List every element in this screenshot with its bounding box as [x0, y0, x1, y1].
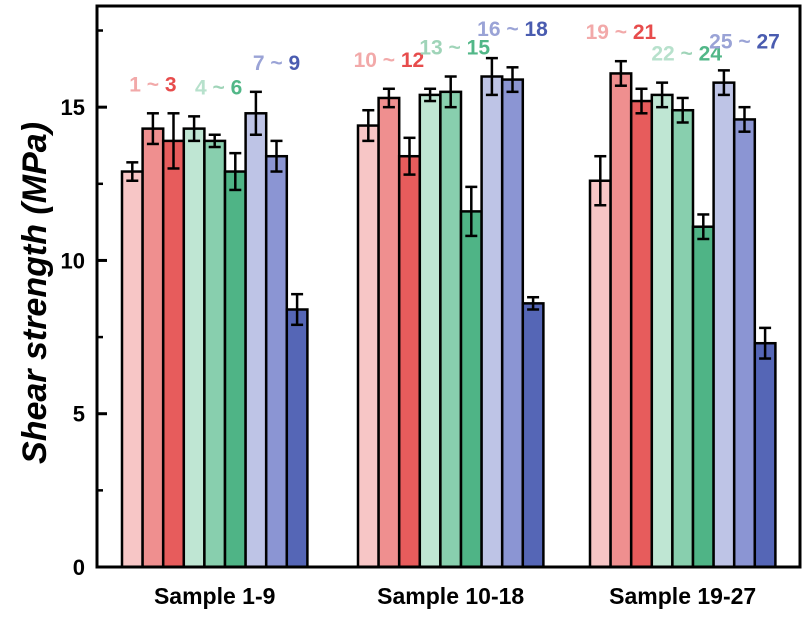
- range-label-part: 22: [651, 43, 674, 66]
- range-label-part: 15: [467, 37, 491, 60]
- range-label-part: 27: [756, 30, 779, 53]
- bar: [377, 96, 401, 569]
- plot-frame: [95, 4, 802, 569]
- bar: [141, 127, 165, 569]
- bar: [459, 210, 483, 569]
- bar: [439, 90, 463, 569]
- y-tick-label: 5: [73, 402, 85, 427]
- group-range-label: 19 ~ 21: [586, 21, 657, 44]
- group-range-label: 7 ~ 9: [253, 52, 300, 75]
- bar: [629, 99, 654, 569]
- x-category-label: Sample 10-18: [377, 583, 524, 609]
- x-axis: Sample 1-9 Sample 10-18 Sample 19-27: [154, 583, 756, 609]
- range-label-part: 18: [524, 18, 548, 41]
- bar: [521, 302, 545, 569]
- bar: [609, 72, 633, 569]
- x-category-label: Sample 1-9: [154, 583, 275, 609]
- x-category-label: Sample 19-27: [609, 583, 756, 609]
- bar: [500, 78, 525, 569]
- range-label-part: ~: [609, 21, 633, 44]
- error-bars-layer: [126, 56, 772, 360]
- y-axis-title: Shear strength (MPa): [16, 122, 54, 464]
- y-tick-label: 10: [61, 248, 85, 273]
- bar: [182, 127, 206, 569]
- bar: [397, 154, 422, 569]
- range-label-part: 13: [419, 37, 442, 60]
- bar: [480, 75, 504, 569]
- range-label-part: ~: [265, 52, 289, 75]
- range-label-part: ~: [207, 76, 231, 99]
- bar: [203, 139, 227, 569]
- y-tick-label: 15: [61, 95, 85, 120]
- bar: [161, 139, 186, 569]
- bar: [712, 81, 736, 569]
- range-label-part: ~: [141, 73, 165, 96]
- range-label-part: 25: [709, 30, 733, 53]
- bar: [223, 170, 247, 569]
- y-tick-label: 0: [73, 555, 85, 580]
- group-range-label: 13 ~ 15: [419, 37, 490, 60]
- range-label-part: ~: [377, 49, 401, 72]
- bar: [356, 124, 380, 569]
- range-label-part: 6: [231, 76, 243, 99]
- range-label-part: ~: [733, 30, 757, 53]
- range-label-part: 24: [699, 43, 723, 66]
- group-range-label: 4 ~ 6: [195, 76, 242, 99]
- bar: [588, 179, 612, 569]
- range-label-part: 21: [633, 21, 657, 44]
- range-label-part: 9: [288, 52, 300, 75]
- bar: [671, 108, 695, 569]
- bar: [418, 93, 442, 569]
- bar: [244, 112, 268, 569]
- bar: [264, 154, 289, 569]
- range-label-part: ~: [501, 18, 525, 41]
- bar: [691, 225, 715, 569]
- bar: [650, 93, 674, 569]
- group-range-label: 22 ~ 24: [651, 43, 722, 66]
- bar: [753, 341, 777, 569]
- range-label-part: 1: [129, 73, 141, 96]
- range-label-part: 12: [401, 49, 424, 72]
- range-label-part: ~: [443, 37, 467, 60]
- range-label-part: 19: [586, 21, 609, 44]
- range-label-part: 16: [477, 18, 500, 41]
- range-label-part: 10: [354, 49, 377, 72]
- bar: [732, 118, 757, 569]
- bar: [120, 170, 144, 569]
- group-range-label: 10 ~ 12: [354, 49, 425, 72]
- range-label-part: ~: [675, 43, 699, 66]
- range-label-part: 7: [253, 52, 265, 75]
- bar: [285, 308, 309, 569]
- group-range-label: 16 ~ 18: [477, 18, 548, 41]
- y-axis: 0 5 10 15: [61, 29, 107, 580]
- group-range-label: 25 ~ 27: [709, 30, 780, 53]
- group-range-label: 1 ~ 3: [129, 73, 176, 96]
- range-label-part: 4: [195, 76, 207, 99]
- range-label-part: 3: [165, 73, 177, 96]
